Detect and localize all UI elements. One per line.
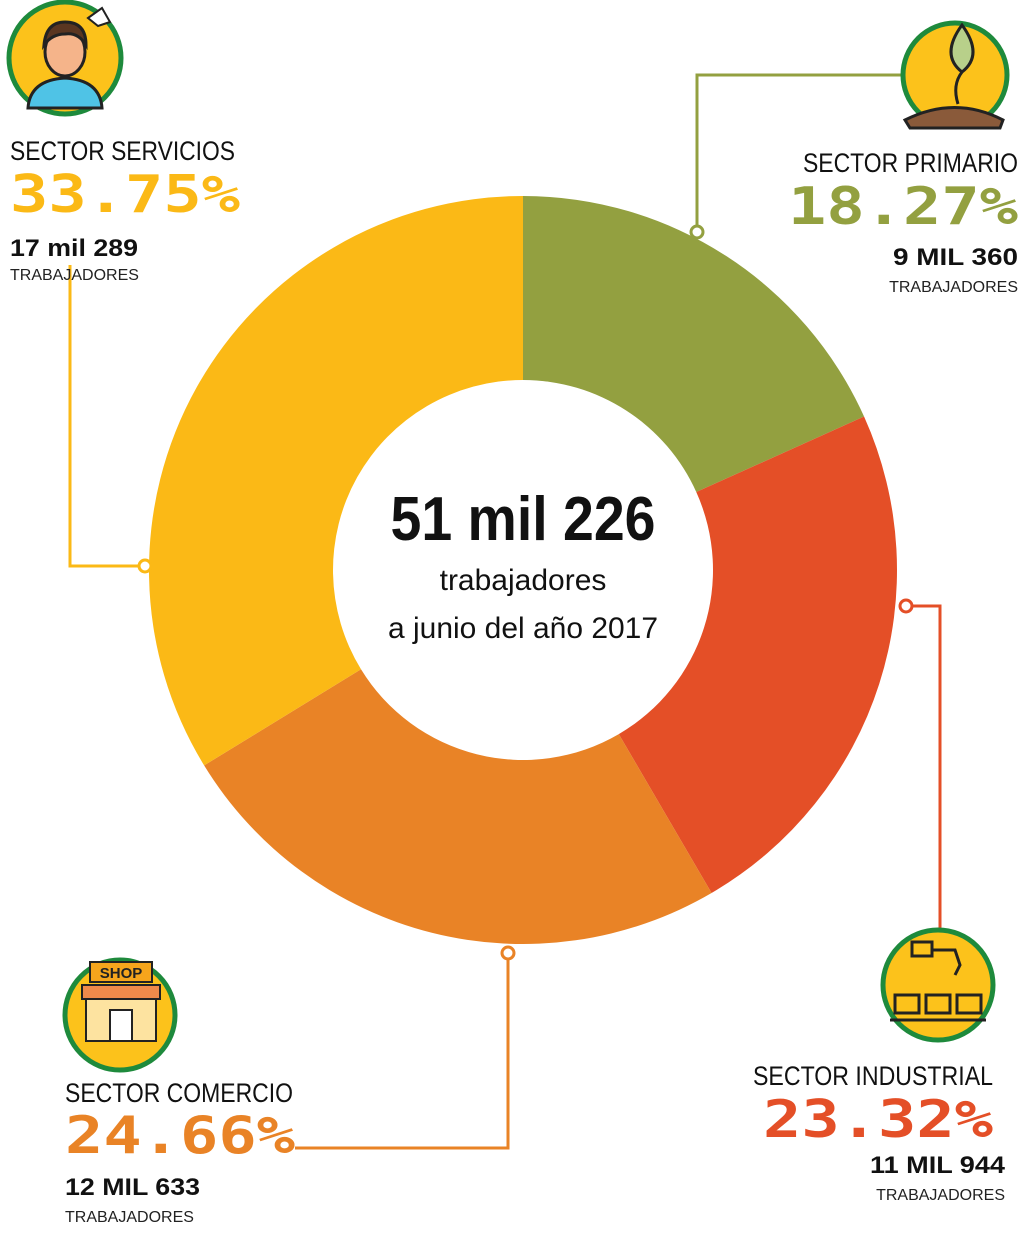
icon-primario <box>900 20 1010 130</box>
worker-count: 12 MIL 633 <box>65 1174 200 1201</box>
shop-sign: SHOP <box>100 965 143 982</box>
value-label: 24.66% <box>65 1106 295 1166</box>
donut-slice <box>523 196 865 493</box>
center-line: trabajadores <box>440 564 607 597</box>
value-label: 33.75% <box>10 165 240 225</box>
worker-unit: TRABAJADORES <box>876 1187 1005 1204</box>
worker-unit: TRABAJADORES <box>65 1209 194 1226</box>
donut <box>148 196 897 944</box>
connector-dot <box>689 224 705 240</box>
connector <box>695 73 905 232</box>
worker-unit: TRABAJADORES <box>10 267 139 284</box>
connector-dot <box>500 945 516 961</box>
category-label: SECTOR INDUSTRIAL <box>753 1061 993 1091</box>
category-label: SECTOR COMERCIO <box>65 1078 293 1108</box>
category-label: SECTOR PRIMARIO <box>803 148 1018 178</box>
icon-servicios <box>6 0 124 117</box>
donut-slice <box>204 669 712 944</box>
connector-dot <box>137 558 153 574</box>
icon-industrial <box>880 927 996 1043</box>
connector-dot <box>898 598 914 614</box>
icon-comercio: SHOP <box>62 957 178 1073</box>
donut-slice <box>148 196 524 766</box>
connector <box>68 265 140 568</box>
worker-count: 11 MIL 944 <box>870 1152 1006 1179</box>
center-line: a junio del año 2017 <box>388 612 658 645</box>
center-total: 51 mil 226 <box>391 485 656 554</box>
donut-slice <box>618 416 897 893</box>
value-label: 23.32% <box>763 1090 993 1150</box>
worker-count: 17 mil 289 <box>10 235 138 262</box>
value-label: 18.27% <box>788 177 1018 237</box>
connector <box>295 959 510 1150</box>
worker-count: 9 MIL 360 <box>893 244 1018 271</box>
category-label: SECTOR SERVICIOS <box>10 136 235 166</box>
connector <box>911 604 942 928</box>
worker-unit: TRABAJADORES <box>889 279 1018 296</box>
